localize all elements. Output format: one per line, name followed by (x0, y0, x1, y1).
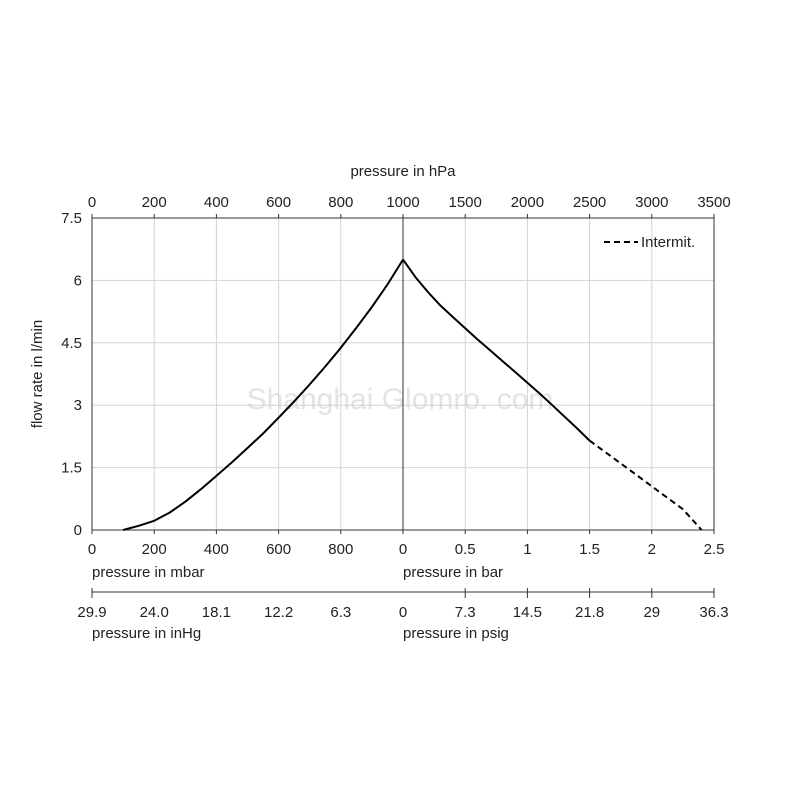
psig-tick-label: 0 (399, 604, 407, 621)
legend-label-intermit: Intermit. (641, 234, 695, 251)
bar-tick-label: 2 (648, 541, 656, 558)
bar-tick-label: 1.5 (579, 541, 600, 558)
top-tick-label: 3500 (697, 194, 730, 211)
psig-tick-label: 21.8 (575, 604, 604, 621)
series-group (122, 259, 703, 531)
bar-tick-label: 0 (399, 541, 407, 558)
y-axis-title: flow rate in l/min (29, 320, 46, 428)
ticks (91, 214, 715, 598)
psig-axis-title: pressure in psig (403, 625, 509, 642)
top-axis-title: pressure in hPa (350, 163, 456, 180)
top-tick-label: 600 (266, 194, 291, 211)
mbar-tick-label: 600 (266, 541, 291, 558)
top-tick-label: 2000 (511, 194, 544, 211)
mbar-tick-label: 0 (88, 541, 96, 558)
psig-tick-label: 36.3 (699, 604, 728, 621)
bar-axis-title: pressure in bar (403, 564, 503, 581)
top-tick-label: 3000 (635, 194, 668, 211)
inhg-tick-label: 29.9 (77, 604, 106, 621)
y-tick-label: 0 (74, 522, 82, 539)
y-tick-label: 6 (74, 272, 82, 289)
bar-tick-label: 2.5 (704, 541, 725, 558)
pressure-flow-curve (402, 259, 591, 442)
psig-tick-label: 7.3 (455, 604, 476, 621)
y-tick-label: 7.5 (61, 210, 82, 227)
inhg-tick-label: 18.1 (202, 604, 231, 621)
mbar-tick-label: 800 (328, 541, 353, 558)
y-tick-label: 1.5 (61, 460, 82, 477)
top-tick-label: 200 (142, 194, 167, 211)
top-tick-label: 1000 (386, 194, 419, 211)
y-tick-label: 3 (74, 397, 82, 414)
bar-tick-label: 1 (523, 541, 531, 558)
top-tick-label: 0 (88, 194, 96, 211)
inhg-tick-label: 6.3 (330, 604, 351, 621)
top-tick-label: 1500 (449, 194, 482, 211)
psig-tick-label: 14.5 (513, 604, 542, 621)
mbar-tick-label: 400 (204, 541, 229, 558)
top-tick-label: 400 (204, 194, 229, 211)
intermittent-flow-curve (589, 439, 703, 531)
vacuum-flow-curve (122, 259, 404, 531)
psig-tick-label: 29 (643, 604, 660, 621)
tick-labels: 7.564.531.500 200 400 600 800 1000 1500 2000 250… (61, 194, 731, 621)
mbar-tick-label: 200 (142, 541, 167, 558)
inhg-axis-title: pressure in inHg (92, 625, 201, 642)
inhg-tick-label: 24.0 (140, 604, 169, 621)
watermark: Shanghai Glomro. com (247, 383, 554, 416)
bar-tick-label: 0.5 (455, 541, 476, 558)
y-tick-label: 4.5 (61, 335, 82, 352)
top-tick-label: 2500 (573, 194, 606, 211)
inhg-tick-label: 12.2 (264, 604, 293, 621)
top-tick-label: 800 (328, 194, 353, 211)
mbar-axis-title: pressure in mbar (92, 564, 205, 581)
